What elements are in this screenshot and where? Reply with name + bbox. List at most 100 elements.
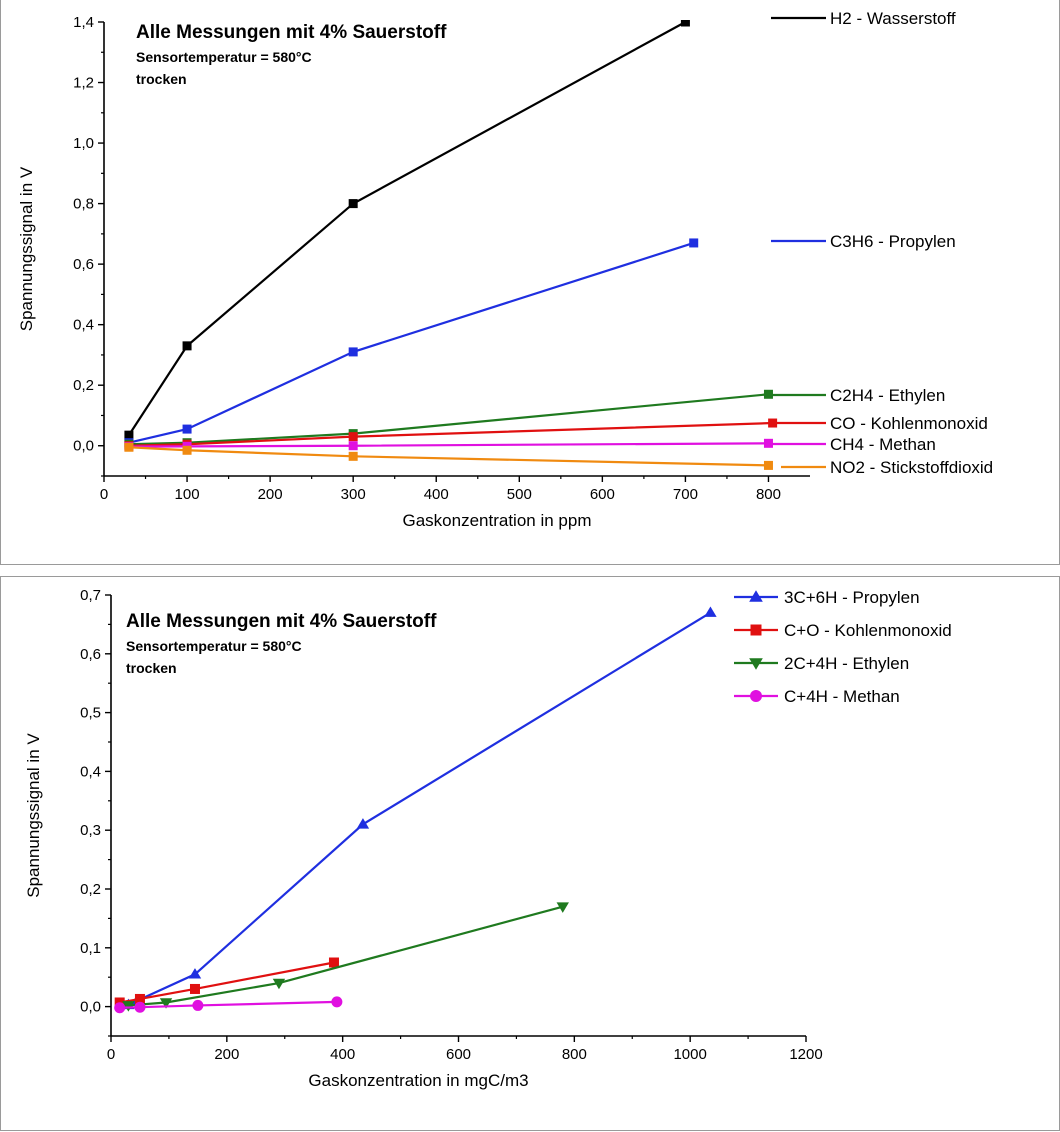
data-point (348, 432, 358, 442)
chart-ppm: 0,0 0,2 0,4 0,6 0,8 1,0 1,2 1,4 0 100 200 300 400 500… (17, 9, 993, 530)
data-point (348, 451, 358, 461)
x-tick-label: 0 (107, 1046, 115, 1063)
chart-subtitle-line: trocken (136, 71, 187, 87)
chart-mgc: 0,0 0,1 0,2 0,3 0,4 0,5 0,6 0,7 0 200 400 600 800 100… (24, 587, 952, 1090)
data-point (749, 658, 763, 670)
y-tick-label: 0,6 (73, 256, 94, 273)
series-line (128, 393, 769, 446)
legend: H2 - Wasserstoff C3H6 - Propylen C2H4 - Et… (771, 9, 993, 477)
x-axis-label: Gaskonzentration in mgC/m3 (308, 1071, 528, 1090)
y-axis-label: Spannungssignal in V (24, 733, 43, 898)
data-point (188, 968, 202, 979)
y-tick-label: 0,0 (73, 438, 94, 455)
series-2 (124, 389, 773, 449)
data-point (134, 993, 145, 1004)
data-point (763, 460, 773, 470)
y-axis-label: Spannungssignal in V (17, 166, 36, 331)
y-tick-label: 0,3 (80, 822, 101, 839)
x-tick-label: 800 (562, 1046, 587, 1063)
y-tick-label: 0,2 (80, 881, 101, 898)
data-point (356, 818, 370, 829)
legend-label: CO - Kohlenmonoxid (830, 414, 988, 433)
y-tick-label: 0,7 (80, 587, 101, 604)
series-3 (114, 996, 343, 1014)
plot-area (124, 20, 778, 470)
y-tick-label: 0,6 (80, 646, 101, 663)
x-tick-label: 1000 (673, 1046, 706, 1063)
y-tick-label: 0,8 (73, 196, 94, 213)
data-point (134, 1001, 146, 1013)
x-tick-label: 700 (673, 486, 698, 503)
legend-label: NO2 - Stickstoffdioxid (830, 458, 993, 477)
data-point (348, 441, 358, 451)
data-point (124, 442, 134, 452)
data-point (124, 430, 134, 440)
data-point (749, 590, 763, 602)
data-point (348, 347, 358, 357)
legend: 3C+6H - Propylen C+O - Kohlenmonoxid 2C+4H… (734, 588, 952, 706)
data-point (704, 606, 717, 617)
series-line (128, 442, 769, 448)
series-5 (124, 442, 773, 470)
data-point (182, 341, 192, 351)
x-tick-label: 500 (507, 486, 532, 503)
series-line (119, 961, 335, 1004)
series-2 (122, 902, 569, 1012)
y-tick-label: 1,4 (73, 14, 94, 31)
chart-panel-mgc: 0,0 0,1 0,2 0,3 0,4 0,5 0,6 0,7 0 200 400 600 800 100… (0, 576, 1060, 1131)
data-point (272, 978, 286, 990)
axes: 0,0 0,2 0,4 0,6 0,8 1,0 1,2 1,4 0 100 200 300 400 500… (73, 14, 810, 503)
x-tick-label: 800 (756, 486, 781, 503)
chart-subtitle-line: trocken (126, 660, 177, 676)
x-tick-label: 400 (330, 1046, 355, 1063)
y-tick-label: 0,2 (73, 377, 94, 394)
x-tick-label: 100 (175, 486, 200, 503)
y-tick-label: 1,0 (73, 135, 94, 152)
x-tick-label: 0 (100, 486, 108, 503)
chart-title: Alle Messungen mit 4% Sauerstoff (136, 22, 447, 43)
x-tick-label: 200 (258, 486, 283, 503)
series-line (128, 421, 773, 447)
x-axis-label: Gaskonzentration in ppm (403, 511, 592, 530)
chart-panel-ppm: 0,0 0,2 0,4 0,6 0,8 1,0 1,2 1,4 0 100 200 300 400 500… (0, 0, 1060, 565)
data-point (182, 424, 192, 434)
legend-label: C+O - Kohlenmonoxid (784, 621, 952, 640)
chart-title: Alle Messungen mit 4% Sauerstoff (126, 611, 437, 632)
chart-subtitle-line: Sensortemperatur = 580°C (126, 638, 302, 654)
legend-label: C+4H - Methan (784, 687, 900, 706)
axes: 0,0 0,1 0,2 0,3 0,4 0,5 0,6 0,7 0 200 400 600 800 100… (80, 587, 823, 1063)
series-line (128, 905, 564, 1007)
data-point (556, 902, 569, 913)
plot-area (114, 606, 717, 1014)
chart-subtitle-line: Sensortemperatur = 580°C (136, 49, 312, 65)
x-tick-label: 300 (341, 486, 366, 503)
data-point (189, 983, 200, 994)
data-point (159, 998, 173, 1009)
legend-label: 2C+4H - Ethylen (784, 654, 909, 673)
series-1 (114, 957, 339, 1008)
data-point (192, 999, 204, 1011)
y-tick-label: 0,5 (80, 705, 101, 722)
data-point (122, 1001, 135, 1012)
legend-label: CH4 - Methan (830, 435, 936, 454)
y-tick-label: 0,4 (80, 763, 101, 780)
series-0 (124, 20, 690, 440)
data-point (328, 957, 339, 968)
data-point (750, 624, 762, 636)
y-tick-label: 0,0 (80, 999, 101, 1016)
legend-label: 3C+6H - Propylen (784, 588, 920, 607)
series-line (119, 1000, 337, 1009)
data-point (689, 238, 699, 248)
x-tick-label: 200 (214, 1046, 239, 1063)
series-line (128, 241, 695, 444)
x-tick-label: 600 (590, 486, 615, 503)
series-line (127, 21, 686, 436)
data-point (763, 389, 773, 399)
data-point (114, 1002, 126, 1014)
x-tick-label: 600 (446, 1046, 471, 1063)
series-line (128, 446, 769, 467)
series-0 (122, 606, 717, 1010)
y-tick-label: 0,1 (80, 940, 101, 957)
data-point (331, 996, 343, 1008)
legend-label: H2 - Wasserstoff (830, 9, 956, 28)
